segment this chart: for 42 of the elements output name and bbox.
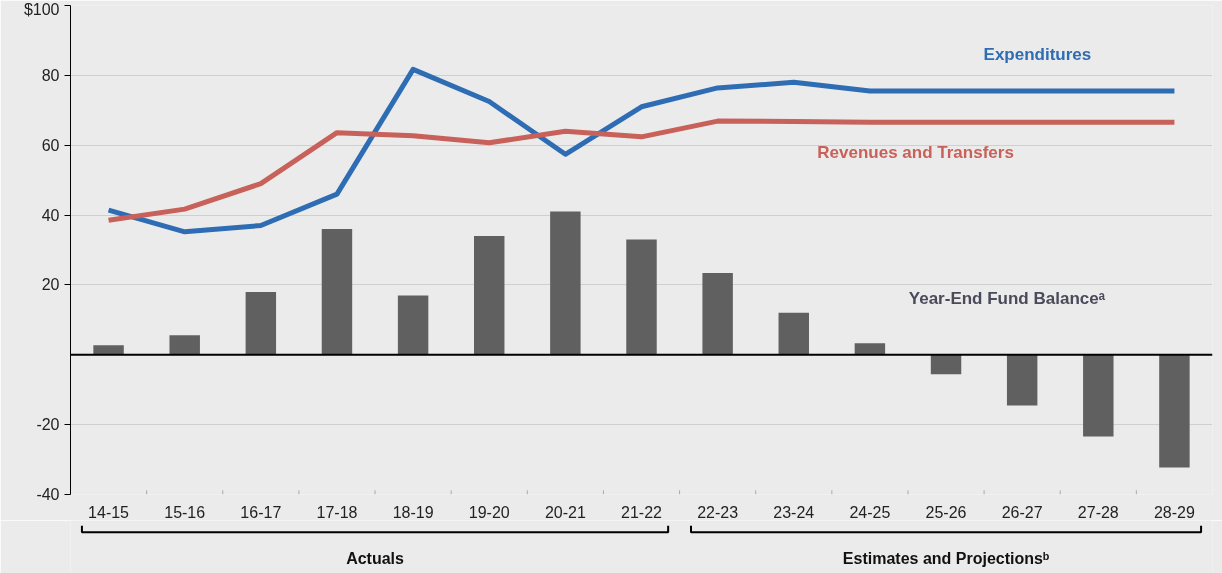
y-tick-label: 40 <box>41 206 60 224</box>
bar <box>397 295 429 355</box>
text: Estimates and Projectionsᵇ <box>842 550 1050 568</box>
bar <box>778 312 809 355</box>
x-tick-label: 17-18 <box>316 503 358 521</box>
y-tick-label: 20 <box>41 276 60 294</box>
bar <box>702 273 733 355</box>
text: Year-End Fund Balanceᵃ <box>908 289 1106 309</box>
x-tick-label: 18-19 <box>392 503 434 521</box>
x-tick-label: 27-28 <box>1077 503 1119 521</box>
x-tick-label: 20-21 <box>544 503 586 521</box>
bar <box>1083 354 1114 437</box>
series-label: Revenues and Transfers <box>817 142 1014 162</box>
bar <box>1159 354 1190 468</box>
series-label: Expenditures <box>983 44 1092 64</box>
text: Actuals <box>346 550 405 568</box>
y-tick-label: 80 <box>41 66 60 84</box>
x-tick-label: 25-26 <box>925 503 967 521</box>
y-tick-label: -20 <box>36 416 60 434</box>
bar <box>1006 354 1038 406</box>
x-tick-label: 26-27 <box>1001 503 1043 521</box>
x-tick-label: 21-22 <box>621 503 663 521</box>
y-tick-label: -40 <box>36 486 60 503</box>
x-tick-label: 24-25 <box>849 503 891 521</box>
x-tick-label: 14-15 <box>88 503 130 521</box>
bar <box>245 291 277 355</box>
x-tick-label: 28-29 <box>1153 503 1195 521</box>
x-tick-label: 16-17 <box>240 503 282 521</box>
y-tick-label: 60 <box>41 136 60 154</box>
bar <box>169 335 200 355</box>
bar <box>550 211 581 355</box>
x-tick-label: 19-20 <box>468 503 510 521</box>
bar <box>321 229 353 355</box>
y-tick-label: $100 <box>23 0 60 18</box>
bar <box>626 239 657 355</box>
bar <box>854 343 886 355</box>
x-tick-label: 23-24 <box>773 503 815 521</box>
x-tick-label: 15-16 <box>164 503 206 521</box>
bar <box>93 345 124 355</box>
bar <box>474 236 505 355</box>
bar <box>930 354 962 375</box>
x-tick-label: 22-23 <box>697 503 739 521</box>
